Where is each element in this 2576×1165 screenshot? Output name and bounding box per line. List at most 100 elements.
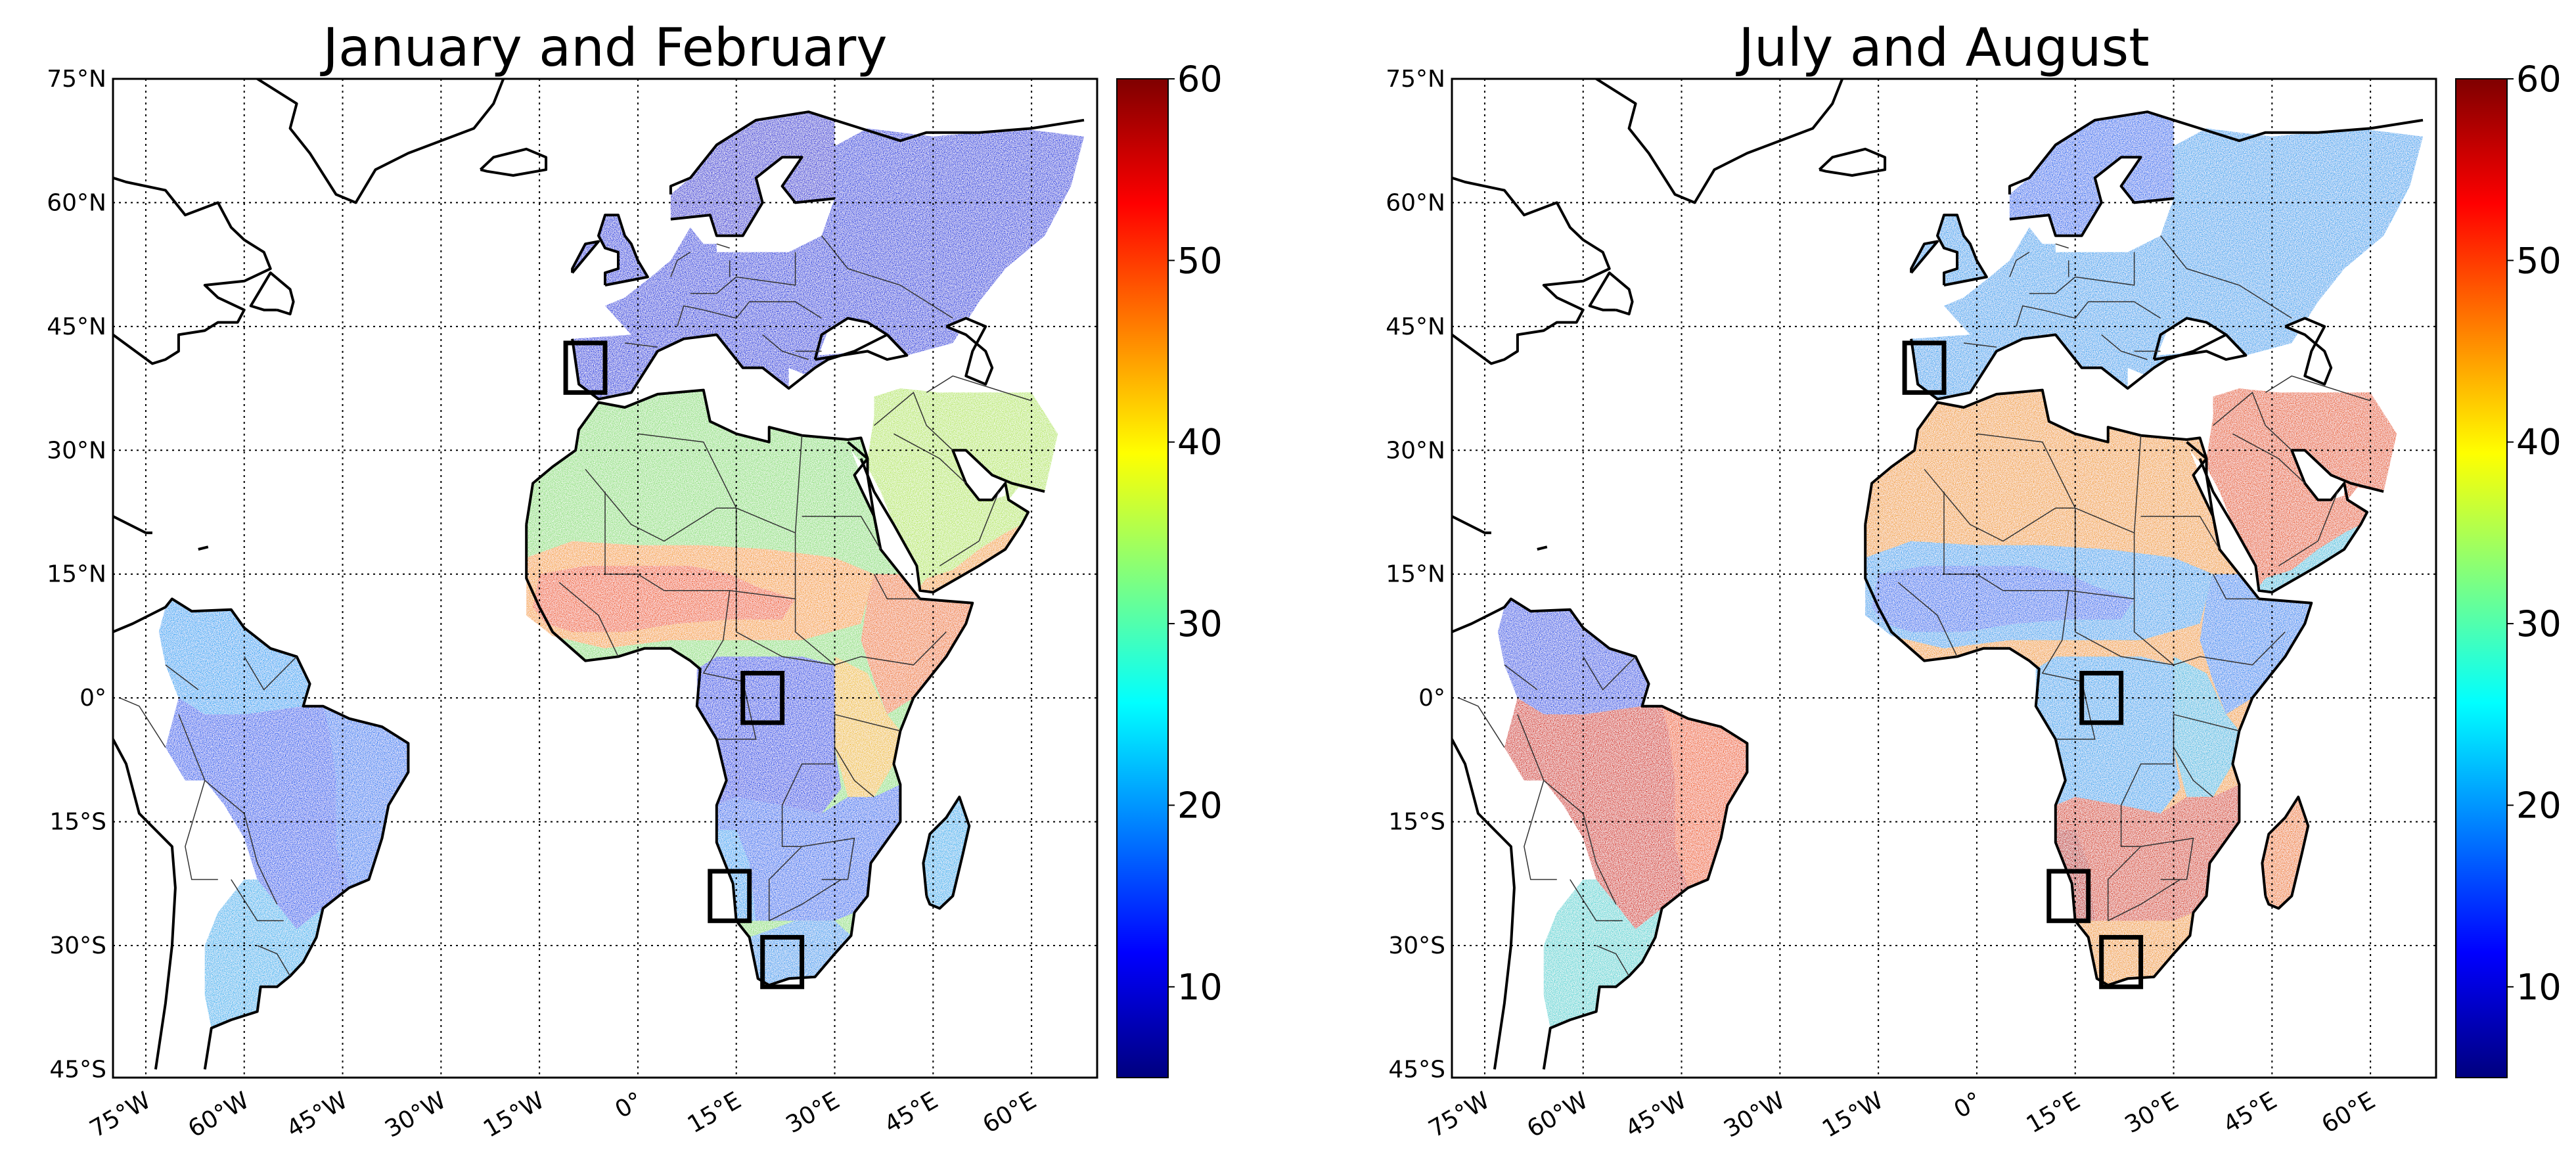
study-box-namibia (708, 869, 752, 923)
country-border (1897, 582, 1958, 657)
country-border (794, 532, 861, 666)
study-box-iberia (563, 340, 608, 395)
coastline (1452, 597, 1749, 1070)
longitude-label: 15°W (479, 1087, 549, 1143)
coastline (1936, 214, 1988, 286)
map-title: July and August (1735, 17, 2149, 78)
country-border (762, 334, 809, 360)
country-border (165, 664, 199, 691)
country-border (2016, 301, 2161, 327)
country-border (2133, 532, 2200, 666)
colorbar: 10 20 30 40 50 60 (1116, 58, 1223, 1078)
data-region-hornAfrica (861, 574, 973, 715)
longitude-label: 45°E (2219, 1087, 2281, 1139)
data-region-brazilEast (1661, 706, 1748, 888)
longitude-label: 15°E (2022, 1087, 2085, 1139)
data-region-madagascar (2262, 796, 2309, 909)
water-mask (2292, 450, 2345, 500)
country-border (2120, 714, 2175, 806)
country-border (2173, 714, 2240, 732)
longitude-label: 30°E (2121, 1087, 2183, 1139)
coastline (1588, 271, 1634, 315)
coastline (2284, 317, 2333, 386)
data-region-hornAfrica (2200, 574, 2312, 715)
data-region-scandinavia (2009, 112, 2174, 236)
country-border (1570, 879, 1623, 922)
coastline (945, 317, 994, 386)
colorbar-tick-label: 10 (1177, 967, 1223, 1008)
study-box-congo (2079, 670, 2124, 725)
longitude-label: 60°E (978, 1087, 1041, 1139)
data-region-arabiaSouth (2255, 524, 2361, 593)
country-border (2029, 252, 2135, 294)
colorbar-tick-label: 40 (2516, 422, 2562, 463)
coastline (1452, 739, 1516, 1070)
latitude-label: 60°N (47, 189, 106, 216)
country-border (802, 516, 882, 550)
country-border (1583, 656, 1637, 691)
country-border (119, 697, 166, 748)
data-region-venezuela (158, 599, 310, 715)
country-border (2213, 392, 2292, 451)
coastline (113, 515, 152, 534)
country-border (2173, 747, 2213, 798)
study-region-boxes (563, 340, 805, 990)
water-mask (2157, 318, 2246, 360)
country-border (2041, 590, 2096, 740)
latitude-label: 45°S (1388, 1056, 1445, 1083)
data-region-europe (1937, 215, 1987, 285)
country-border (1963, 342, 1997, 348)
country-border (2265, 375, 2371, 401)
country-border (2232, 433, 2305, 484)
study-box-iberia (1902, 340, 1947, 395)
water-mask (716, 157, 835, 252)
country-border (939, 491, 999, 566)
longitude-label: 30°E (782, 1087, 844, 1139)
latitude-label: 75°N (1386, 66, 1445, 93)
country-border (2009, 252, 2030, 277)
data-region-scandinavia (670, 112, 835, 236)
country-border (1943, 491, 2004, 591)
longitude-label: 75°W (1424, 1087, 1495, 1143)
country-border (2200, 631, 2286, 666)
latitude-label: 15°S (1388, 809, 1445, 836)
latitude-label: 45°N (47, 313, 106, 340)
coastline (198, 545, 209, 551)
country-border (2140, 837, 2194, 880)
data-region-congo (696, 656, 842, 813)
country-border (2140, 516, 2221, 550)
coastline (2008, 110, 2424, 194)
colorbar-tick-label: 40 (1177, 422, 1223, 463)
country-border (2055, 243, 2069, 249)
country-border (2101, 334, 2148, 360)
country-border (257, 945, 291, 976)
latitude-label: 45°S (49, 1056, 106, 1083)
colorbar-tick-label: 20 (1177, 785, 1223, 826)
graticule (113, 79, 1097, 1078)
country-border (1596, 945, 1630, 976)
longitude-label: 75°W (85, 1087, 156, 1143)
colorbar-tick-label: 30 (1177, 603, 1223, 645)
coastline (813, 317, 909, 361)
coastline (2152, 317, 2248, 361)
colorbar-tick-label: 50 (1177, 240, 1223, 281)
latitude-label: 75°N (47, 66, 106, 93)
country-border (604, 491, 665, 591)
coastline (113, 597, 410, 1070)
country-border (861, 631, 947, 666)
country-border (802, 837, 855, 880)
country-border (677, 301, 822, 327)
longitude-label: 0° (611, 1087, 648, 1124)
country-border (670, 252, 691, 277)
longitude-label: 45°W (282, 1087, 352, 1143)
data-region-southAfrica (716, 785, 901, 921)
longitude-labels: 75°W 60°W 45°W 30°W 15°W 0° 15°E 30°E 45°E 60°E (1424, 1087, 2380, 1143)
data-region-venezuela (1497, 599, 1649, 715)
coastline (669, 110, 1085, 194)
coastline (1818, 147, 1887, 177)
country-border (781, 714, 836, 806)
country-border (716, 243, 730, 249)
country-border (893, 433, 966, 484)
map-title: January and February (319, 17, 887, 78)
